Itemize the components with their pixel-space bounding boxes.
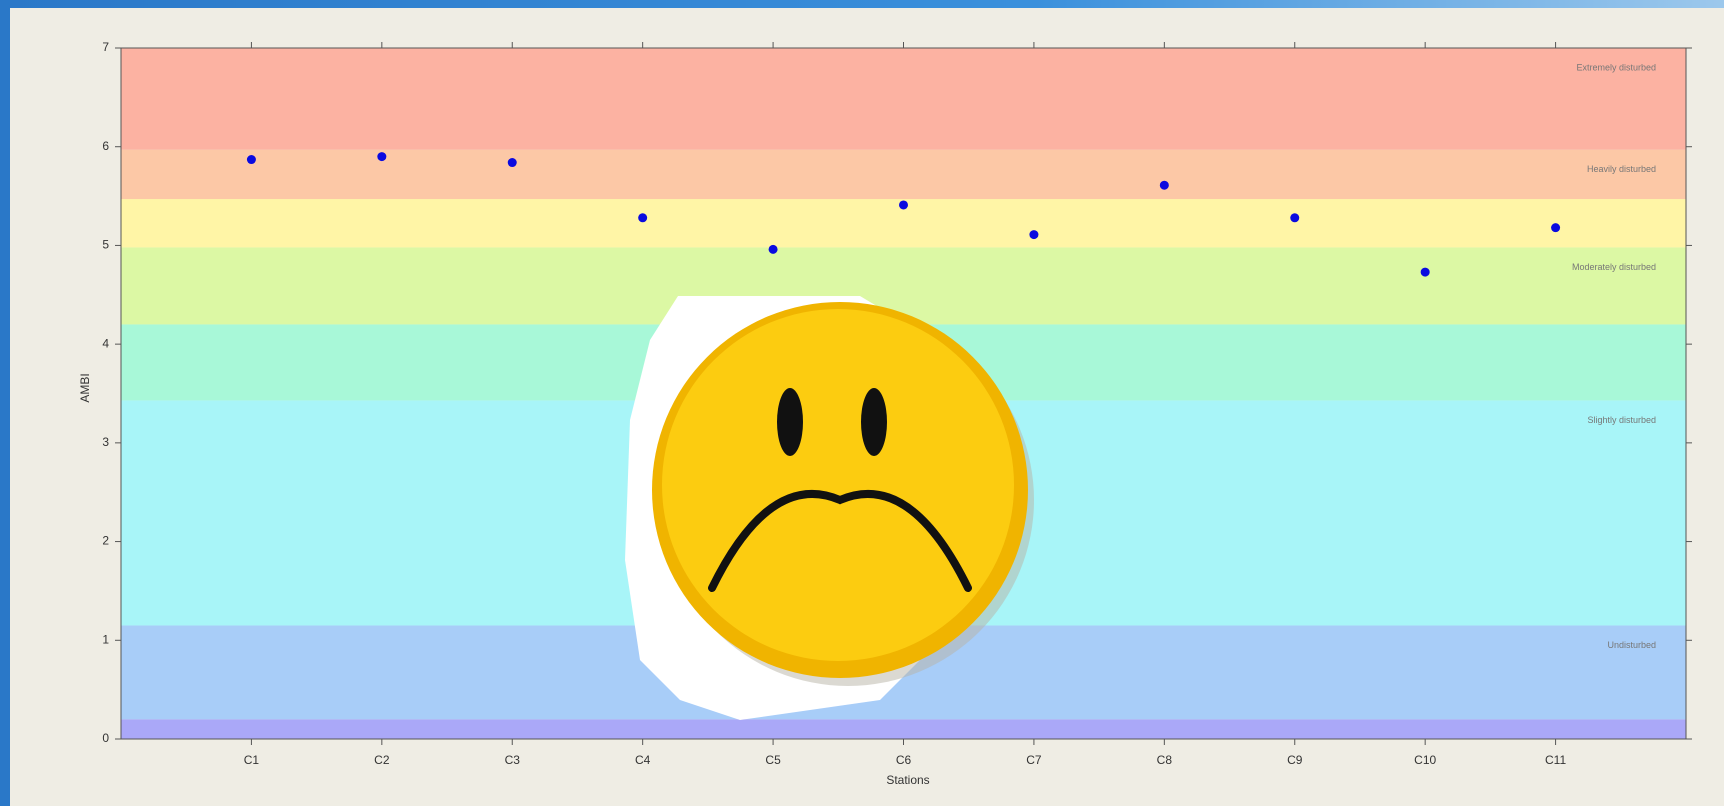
point — [1029, 230, 1038, 239]
band — [121, 48, 1686, 150]
x-tick-label: C2 — [374, 753, 390, 767]
point — [638, 213, 647, 222]
point — [377, 152, 386, 161]
y-tick-label: 2 — [102, 534, 109, 548]
point — [247, 155, 256, 164]
y-tick-label: 4 — [102, 336, 109, 350]
x-tick-label: C11 — [1545, 753, 1566, 767]
y-tick-label: 0 — [102, 731, 109, 745]
x-tick-label: C9 — [1287, 753, 1303, 767]
point — [1421, 268, 1430, 277]
y-tick-label: 1 — [102, 632, 109, 646]
x-axis-label: Stations — [886, 773, 929, 787]
x-tick-label: C6 — [896, 753, 912, 767]
band — [121, 150, 1686, 199]
x-tick-label: C1 — [244, 753, 260, 767]
x-tick-label: C4 — [635, 753, 651, 767]
y-tick-label: 3 — [102, 435, 109, 449]
y-tick-label: 6 — [102, 139, 109, 153]
point — [1290, 213, 1299, 222]
screen: Undisturbed Slightly disturbed Moderately … — [0, 0, 1724, 806]
y-tick-label: 5 — [102, 238, 109, 252]
point — [769, 245, 778, 254]
band-label: Undisturbed — [1607, 640, 1656, 650]
band-label: Extremely disturbed — [1576, 62, 1656, 72]
point — [1551, 223, 1560, 232]
band — [121, 719, 1686, 739]
x-tick-label: C5 — [765, 753, 781, 767]
band-label: Slightly disturbed — [1587, 415, 1656, 425]
band-label: Heavily disturbed — [1587, 164, 1656, 174]
chart: Undisturbed Slightly disturbed Moderately … — [0, 0, 1724, 806]
x-tick-label: C7 — [1026, 753, 1042, 767]
point — [899, 200, 908, 209]
point — [1160, 181, 1169, 190]
band-label: Moderately disturbed — [1572, 262, 1656, 272]
band — [121, 247, 1686, 324]
point — [508, 158, 517, 167]
y-axis-label: AMBI — [78, 373, 92, 402]
x-tick-label: C8 — [1157, 753, 1173, 767]
x-tick-label: C10 — [1414, 753, 1436, 767]
x-tick-label: C3 — [505, 753, 521, 767]
y-tick-label: 7 — [102, 40, 109, 54]
